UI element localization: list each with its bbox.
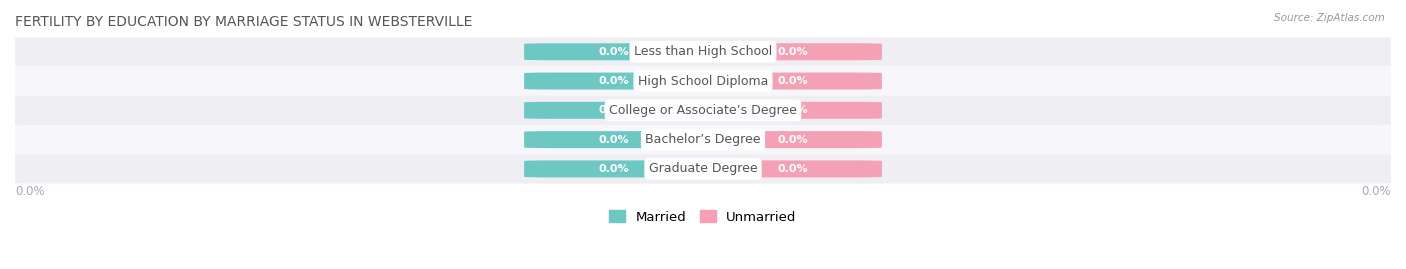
FancyBboxPatch shape [703, 160, 882, 177]
Text: 0.0%: 0.0% [598, 76, 628, 86]
Text: 0.0%: 0.0% [598, 47, 628, 57]
Text: FERTILITY BY EDUCATION BY MARRIAGE STATUS IN WEBSTERVILLE: FERTILITY BY EDUCATION BY MARRIAGE STATU… [15, 15, 472, 29]
Text: 0.0%: 0.0% [598, 134, 628, 145]
Text: Graduate Degree: Graduate Degree [648, 162, 758, 175]
FancyBboxPatch shape [703, 102, 882, 119]
FancyBboxPatch shape [703, 73, 882, 90]
FancyBboxPatch shape [524, 102, 703, 119]
FancyBboxPatch shape [15, 96, 1391, 125]
Text: 0.0%: 0.0% [778, 134, 808, 145]
FancyBboxPatch shape [15, 154, 1391, 183]
FancyBboxPatch shape [524, 73, 703, 90]
Text: 0.0%: 0.0% [1361, 185, 1391, 198]
Text: Less than High School: Less than High School [634, 45, 772, 58]
Text: College or Associate’s Degree: College or Associate’s Degree [609, 104, 797, 117]
FancyBboxPatch shape [703, 43, 882, 60]
Text: 0.0%: 0.0% [778, 47, 808, 57]
Text: Source: ZipAtlas.com: Source: ZipAtlas.com [1274, 13, 1385, 23]
FancyBboxPatch shape [524, 131, 703, 148]
FancyBboxPatch shape [524, 160, 703, 177]
Text: 0.0%: 0.0% [778, 164, 808, 174]
Text: 0.0%: 0.0% [598, 164, 628, 174]
Text: 0.0%: 0.0% [15, 185, 45, 198]
Text: High School Diploma: High School Diploma [638, 75, 768, 87]
FancyBboxPatch shape [15, 66, 1391, 96]
FancyBboxPatch shape [703, 131, 882, 148]
FancyBboxPatch shape [15, 125, 1391, 154]
FancyBboxPatch shape [524, 43, 703, 60]
Text: 0.0%: 0.0% [598, 105, 628, 115]
FancyBboxPatch shape [15, 37, 1391, 66]
Text: Bachelor’s Degree: Bachelor’s Degree [645, 133, 761, 146]
Legend: Married, Unmarried: Married, Unmarried [609, 210, 797, 224]
Text: 0.0%: 0.0% [778, 105, 808, 115]
Text: 0.0%: 0.0% [778, 76, 808, 86]
